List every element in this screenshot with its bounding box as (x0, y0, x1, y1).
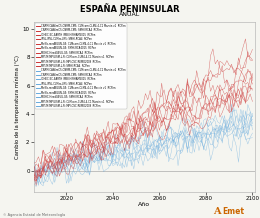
Legend: CNRM-CA66mC5-CNRM-CM5: CLMcom-CLM4-4-C1 Marcin v1  RCPen, CNRM-CA66mC5-CNRM-CM5:: CNRM-CA66mC5-CNRM-CM5: CLMcom-CLM4-4-C1 … (35, 23, 127, 109)
Text: ANUAL: ANUAL (119, 12, 141, 17)
Text: © Agencia Estatal de Meteorología: © Agencia Estatal de Meteorología (3, 213, 65, 217)
Text: Emet: Emet (222, 207, 244, 216)
Text: A: A (213, 207, 221, 216)
Text: ESPAÑA PENINSULAR: ESPAÑA PENINSULAR (80, 5, 180, 14)
Y-axis label: Cambio de la temperatura mínima (°C): Cambio de la temperatura mínima (°C) (14, 55, 20, 159)
X-axis label: Año: Año (138, 202, 150, 207)
